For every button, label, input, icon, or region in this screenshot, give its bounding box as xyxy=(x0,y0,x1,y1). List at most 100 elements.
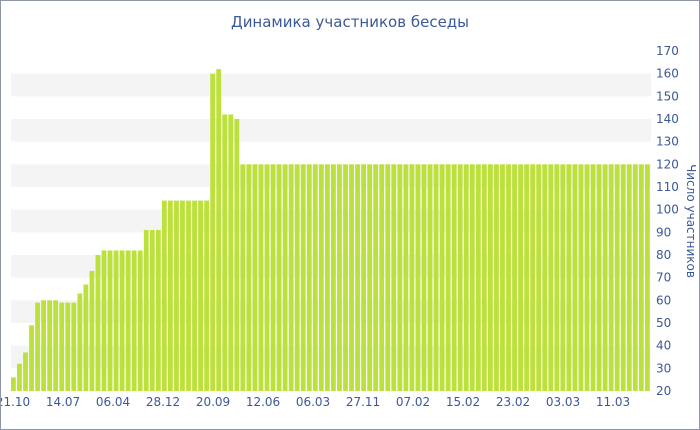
bar xyxy=(506,164,511,391)
x-tick-label: 23.02 xyxy=(496,395,530,409)
bar xyxy=(343,164,348,391)
x-tick-label: 28.12 xyxy=(146,395,180,409)
bar xyxy=(445,164,451,391)
bar xyxy=(536,164,542,391)
bar xyxy=(240,164,246,391)
bar xyxy=(614,164,620,391)
bar xyxy=(632,164,638,391)
bar xyxy=(560,164,566,391)
bar xyxy=(107,250,113,391)
x-axis-tick-labels: 21.10 14.07 06.04 28.12 20.09 12.06 06.03 27.11… xyxy=(1,395,630,409)
y-tick-label: 60 xyxy=(656,293,671,307)
y-tick-label: 170 xyxy=(656,44,679,58)
x-tick-label: 06.03 xyxy=(296,395,330,409)
bar xyxy=(463,164,469,391)
grid-band xyxy=(11,119,651,142)
bar xyxy=(572,164,578,391)
bar xyxy=(192,200,197,391)
bar xyxy=(494,164,499,391)
bar xyxy=(566,164,572,391)
bar xyxy=(101,250,107,391)
bar xyxy=(252,164,258,391)
x-tick-label: 11.03 xyxy=(596,395,630,409)
x-tick-label: 15.02 xyxy=(446,395,480,409)
bar xyxy=(222,114,228,391)
y-axis-label: Число участников xyxy=(684,164,698,278)
bar xyxy=(367,164,373,391)
bar xyxy=(41,300,47,391)
bar xyxy=(83,284,89,391)
grid-band xyxy=(11,73,651,97)
bar xyxy=(89,270,95,391)
bar xyxy=(318,164,324,391)
x-tick-label: 07.02 xyxy=(396,395,430,409)
x-tick-label: 14.07 xyxy=(46,395,80,409)
bar-series xyxy=(11,69,650,392)
bar xyxy=(397,164,403,391)
x-tick-label: 03.03 xyxy=(546,395,580,409)
bar xyxy=(324,164,330,391)
bar xyxy=(288,164,294,391)
bar xyxy=(439,164,445,391)
y-tick-label: 100 xyxy=(656,203,679,217)
bar xyxy=(469,164,475,391)
bar xyxy=(300,164,306,391)
bar xyxy=(403,164,409,391)
bar xyxy=(355,164,360,391)
bar xyxy=(638,164,644,391)
y-tick-label: 160 xyxy=(656,67,679,81)
bar xyxy=(608,164,614,391)
bar xyxy=(228,114,234,391)
bar xyxy=(626,164,632,391)
bar xyxy=(518,164,523,391)
x-tick-label: 21.10 xyxy=(1,395,30,409)
bar xyxy=(143,230,149,391)
bar xyxy=(216,69,222,391)
bar xyxy=(180,200,185,391)
y-tick-label: 20 xyxy=(656,384,671,398)
bar xyxy=(29,325,34,391)
bar xyxy=(174,200,179,391)
bar xyxy=(294,164,300,391)
bar xyxy=(542,164,548,391)
bar xyxy=(512,164,517,391)
bar xyxy=(500,164,505,391)
bar xyxy=(475,164,481,391)
bar xyxy=(554,164,560,391)
bar xyxy=(578,164,584,391)
y-axis-tick-labels: 20 30 40 50 60 70 80 90 100 110 120 130 140 150 160 170 xyxy=(656,44,679,398)
x-tick-label: 27.11 xyxy=(346,395,380,409)
bar xyxy=(35,302,40,391)
bar xyxy=(487,164,493,391)
bar xyxy=(210,73,216,392)
bar xyxy=(644,164,650,391)
bar xyxy=(198,200,203,391)
bar xyxy=(481,164,487,391)
x-tick-label: 06.04 xyxy=(96,395,130,409)
bar xyxy=(415,164,421,391)
bar xyxy=(457,164,463,391)
bar xyxy=(167,200,173,391)
bar xyxy=(204,200,210,391)
y-tick-label: 70 xyxy=(656,271,671,285)
y-tick-label: 150 xyxy=(656,89,679,103)
bar xyxy=(524,164,530,391)
y-tick-label: 130 xyxy=(656,135,679,149)
bar xyxy=(95,255,101,391)
bar xyxy=(71,302,77,391)
bar xyxy=(602,164,608,391)
bar xyxy=(282,164,288,391)
bar xyxy=(312,164,318,391)
bar xyxy=(258,164,264,391)
bar xyxy=(451,164,457,391)
bar xyxy=(234,119,240,391)
bar xyxy=(149,230,155,391)
y-tick-label: 40 xyxy=(656,339,671,353)
bar xyxy=(125,250,131,391)
bar xyxy=(427,164,433,391)
bar xyxy=(349,164,354,391)
y-tick-label: 50 xyxy=(656,316,671,330)
bar xyxy=(119,250,125,391)
